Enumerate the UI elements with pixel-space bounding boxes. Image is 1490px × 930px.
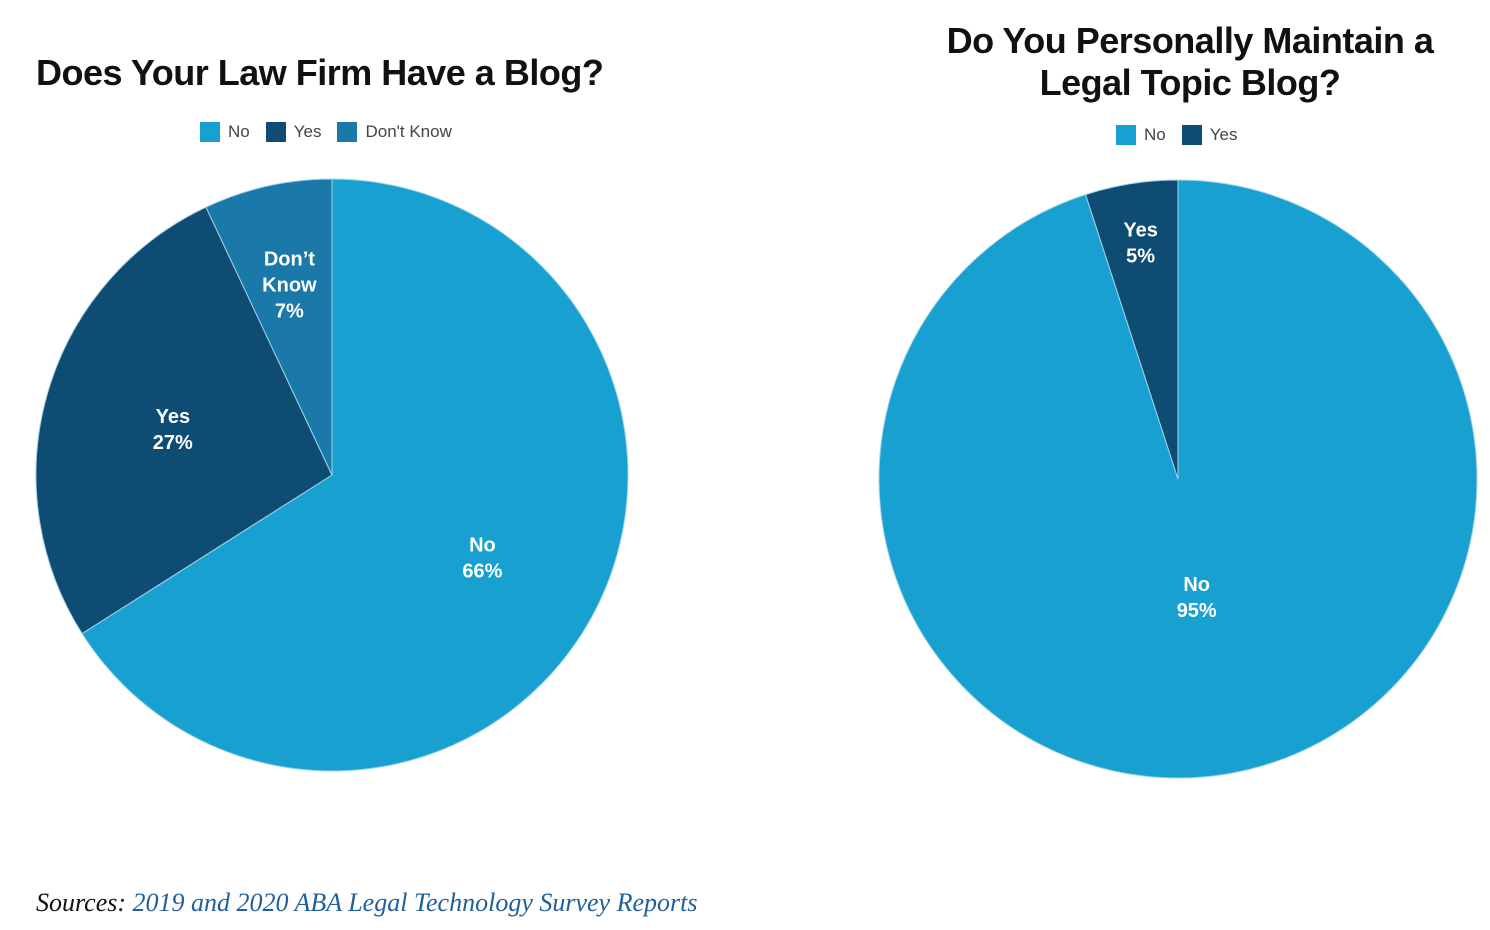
legend-swatch-dont-know [337, 122, 358, 142]
slice-label-line: Don’t [264, 248, 315, 270]
legend-label-yes: Yes [293, 122, 322, 141]
legend-swatch-no [1116, 125, 1136, 145]
sources-text: 2019 and 2020 ABA Legal Technology Surve… [132, 888, 698, 917]
slice-label-line: 66% [462, 561, 502, 583]
legend-swatch-yes [1181, 125, 1202, 145]
sources-prefix: Sources: [36, 888, 127, 917]
legend-law-firm-blog: No Yes Don't Know [200, 122, 468, 142]
legend-swatch-no [200, 122, 220, 142]
slice-label-line: Know [262, 274, 317, 296]
slice-label-line: No [469, 535, 496, 557]
legend-item-yes: Yes [1181, 125, 1238, 145]
chart-title-line-1: Do You Personally Maintain a [946, 20, 1434, 61]
slice-label-line: Yes [156, 406, 190, 428]
sources-note: Sources: 2019 and 2020 ABA Legal Technol… [36, 888, 697, 918]
legend-swatch-yes [265, 122, 286, 142]
slice-label-line: 95% [1177, 600, 1217, 622]
slice-label-line: 7% [275, 300, 304, 322]
legend-label-no: No [1144, 125, 1166, 144]
chart-title-personal-blog: Do You Personally Maintain a Legal Topic… [920, 20, 1460, 104]
slice-label-line: 27% [153, 432, 193, 454]
slice-label-line: Yes [1123, 220, 1157, 242]
legend-label-no: No [228, 122, 250, 141]
legend-item-no: No [200, 122, 250, 142]
legend-label-yes: Yes [1209, 125, 1238, 144]
pie-slice-don-t-know [205, 178, 333, 476]
pie-slice-yes [1084, 179, 1179, 480]
slice-label-yes: Yes 27% [153, 406, 193, 454]
pie-slice-yes [35, 206, 333, 635]
slice-label-yes: Yes 5% [1123, 220, 1157, 268]
legend-item-no: No [1116, 125, 1166, 145]
slice-label-no: No 66% [462, 535, 502, 583]
chart-title-law-firm-blog: Does Your Law Firm Have a Blog? [36, 52, 604, 93]
slice-label-no: No 95% [1177, 574, 1217, 622]
legend-item-yes: Yes [265, 122, 322, 142]
legend-personal-blog: No Yes [1116, 125, 1253, 145]
chart-title-line-2: Legal Topic Blog? [1039, 62, 1341, 103]
slice-label-don-t-know: Don’t Know 7% [262, 248, 317, 322]
legend-item-dont-know: Don't Know [337, 122, 452, 142]
slice-label-line: 5% [1126, 246, 1155, 268]
pie-slice-no [81, 178, 629, 772]
slice-label-line: No [1183, 574, 1210, 596]
legend-label-dont-know: Don't Know [365, 122, 452, 141]
